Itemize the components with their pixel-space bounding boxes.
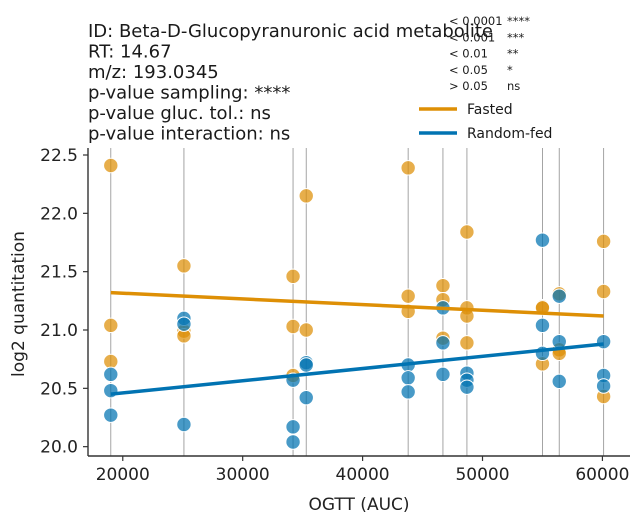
data-point (459, 379, 475, 395)
title-line: RT: 14.67 (88, 42, 172, 63)
x-tick-label: 20000 (96, 465, 150, 485)
data-point (534, 317, 551, 334)
y-tick-label: 21.0 (40, 321, 78, 341)
data-point (298, 357, 314, 373)
significance-stars: *** (507, 30, 525, 44)
data-point (534, 232, 551, 248)
data-point (103, 353, 119, 370)
data-point (103, 157, 119, 174)
data-point (298, 322, 314, 338)
data-point (400, 384, 416, 400)
y-axis-label: log2 quantitation (9, 231, 29, 377)
y-tick-label: 21.5 (40, 263, 78, 283)
data-point (551, 373, 567, 390)
significance-stars: * (507, 63, 513, 77)
data-point (435, 335, 451, 351)
data-point (285, 268, 301, 285)
data-point (400, 160, 416, 176)
axes: 20000 30000 40000 50000 60000 20.0 20.5 21.0 21.… (40, 146, 630, 485)
data-point (595, 283, 612, 300)
data-point (551, 288, 567, 304)
data-point (285, 318, 301, 335)
title-line: p-value gluc. tol.: ns (88, 103, 271, 124)
data-point (595, 333, 612, 350)
data-point (176, 316, 192, 332)
title-line: p-value sampling: **** (88, 83, 290, 104)
title-line: m/z: 193.0345 (88, 62, 219, 83)
significance-key: < 0.0001 **** < 0.001 *** < 0.01 ** < 0.05 * > 0… (449, 14, 530, 93)
data-points (103, 157, 612, 450)
legend-label: Random-fed (467, 126, 552, 142)
significance-threshold: < 0.01 (449, 47, 488, 61)
data-point (595, 378, 612, 394)
y-tick-label: 22.0 (40, 204, 78, 224)
data-point (176, 416, 192, 433)
title-line: p-value interaction: ns (88, 124, 290, 145)
y-tick-label: 20.5 (40, 379, 78, 399)
data-point (103, 317, 119, 334)
data-point (459, 335, 475, 351)
legend: Fasted Random-fed (419, 102, 552, 142)
title-line: ID: Beta-D-Glucopyranuronic acid metabol… (88, 21, 493, 42)
data-point (298, 188, 314, 204)
significance-threshold: > 0.05 (449, 79, 488, 93)
data-point (285, 434, 301, 450)
x-tick-label: 50000 (455, 465, 509, 485)
legend-label: Fasted (467, 102, 513, 118)
data-point (103, 366, 119, 383)
significance-stars: ** (507, 47, 519, 61)
significance-threshold: < 0.05 (449, 63, 488, 77)
data-point (285, 419, 301, 435)
data-point (435, 277, 451, 294)
x-tick-label: 30000 (216, 465, 270, 485)
data-point (595, 233, 612, 250)
y-tick-label: 22.5 (40, 146, 78, 166)
x-tick-label: 60000 (575, 465, 629, 485)
vertical-guide-lines (110, 148, 605, 456)
data-point (400, 370, 416, 386)
chart-title-block: ID: Beta-D-Glucopyranuronic acid metabol… (88, 21, 493, 145)
fit-line (110, 290, 604, 318)
y-tick-label: 20.0 (40, 438, 78, 458)
significance-threshold: < 0.0001 (449, 14, 503, 28)
fit-line (110, 342, 604, 396)
x-axis-label: OGTT (AUC) (308, 495, 409, 515)
data-point (103, 407, 119, 423)
x-tick-label: 40000 (336, 465, 390, 485)
significance-threshold: < 0.001 (449, 30, 495, 44)
data-point (400, 288, 416, 304)
fit-lines (110, 290, 604, 396)
data-point (103, 382, 119, 399)
data-point (298, 389, 314, 406)
significance-stars: **** (507, 14, 530, 28)
data-point (435, 366, 451, 383)
significance-stars: ns (507, 79, 520, 93)
data-point (459, 224, 475, 240)
data-point (176, 258, 192, 274)
